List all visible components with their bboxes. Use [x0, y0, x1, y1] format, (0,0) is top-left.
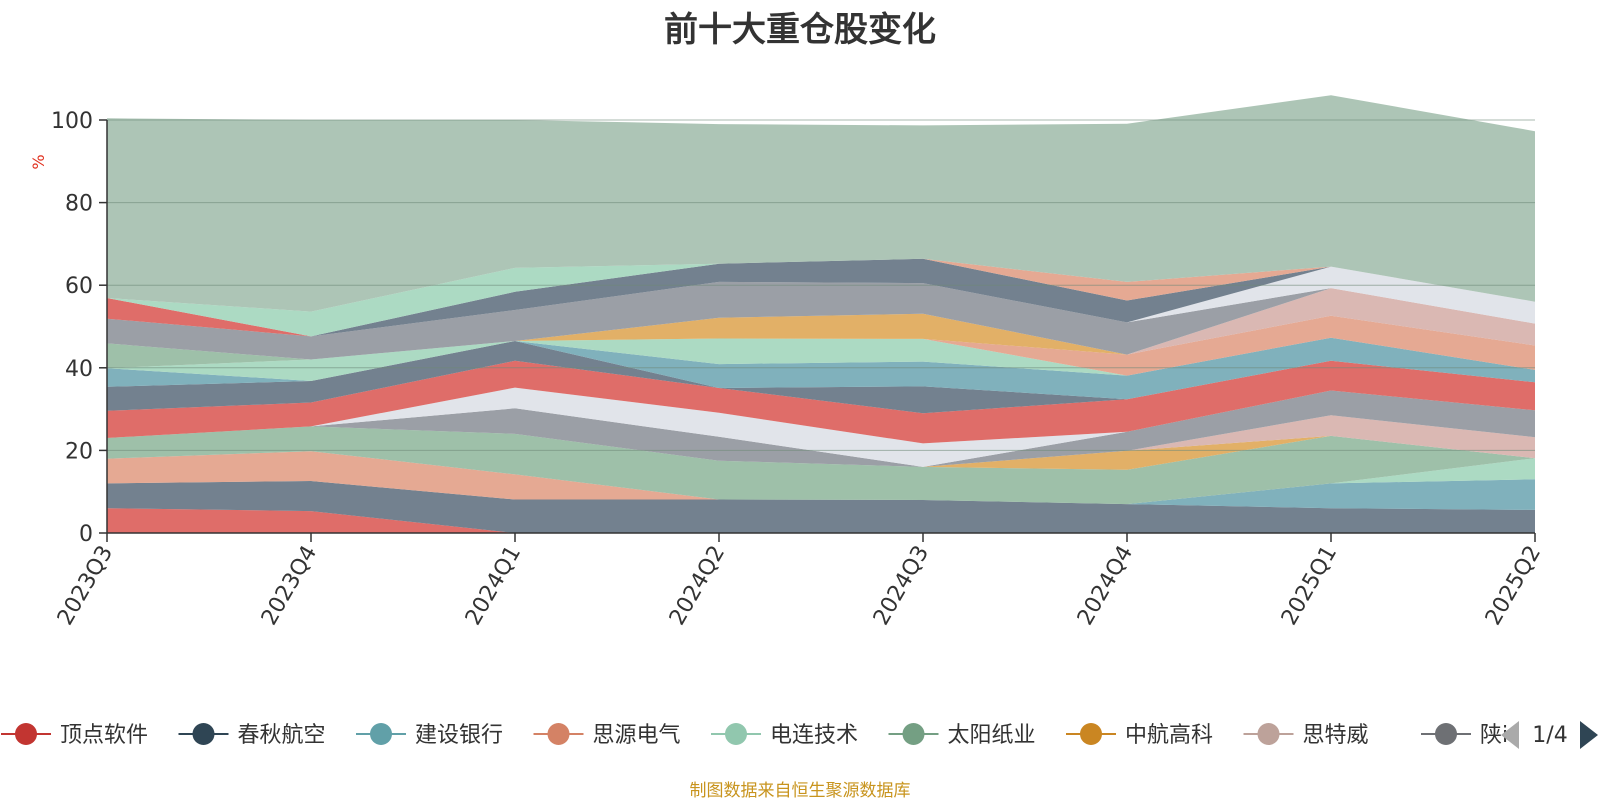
legend-label: 中航高科 — [1125, 723, 1213, 748]
legend-marker — [1257, 723, 1280, 745]
y-tick-label-0: 0 — [79, 522, 93, 547]
legend-marker — [547, 723, 570, 745]
legend-item-8[interactable]: 陕i — [1421, 723, 1508, 748]
y-tick-label-80: 80 — [65, 192, 93, 217]
grid-layer — [107, 119, 1535, 451]
area-series-22 — [107, 258, 1535, 337]
area-series-16 — [107, 313, 1535, 360]
area-series-0 — [107, 508, 1535, 533]
area-series-14 — [107, 315, 1535, 376]
area-series-3 — [107, 451, 1535, 505]
x-tick-label-2025Q2: 2025Q2 — [1481, 542, 1546, 630]
legend-item-3[interactable]: 思源电气 — [533, 723, 681, 748]
legend: 顶点软件 春秋航空 建设银行 思源电气 电连技术 太阳纸业 中航高科 思特威 陕i 1/4 — [1, 721, 1598, 749]
area-series-12 — [107, 337, 1535, 400]
area-series-18 — [107, 281, 1535, 360]
legend-marker — [1435, 723, 1457, 745]
area-series-8 — [107, 390, 1535, 467]
legend-page-indicator: 1/4 — [1532, 723, 1567, 748]
area-series-19 — [107, 266, 1535, 337]
area-series-11 — [107, 341, 1535, 414]
legend-item-7[interactable]: 思特威 — [1243, 723, 1369, 748]
y-axis-label: % — [29, 154, 48, 169]
legend-next-page-icon[interactable] — [1580, 721, 1598, 749]
legend-marker — [1080, 723, 1102, 745]
area-layer — [107, 95, 1535, 533]
x-tick-label-2023Q3: 2023Q3 — [53, 542, 118, 630]
legend-marker — [902, 723, 925, 745]
legend-marker — [15, 723, 37, 745]
y-tick-label-100: 100 — [51, 109, 93, 134]
area-series-2 — [107, 479, 1535, 510]
area-series-1 — [107, 481, 1535, 533]
legend-label: 春秋航空 — [238, 723, 326, 748]
legend-label: 思特威 — [1303, 723, 1369, 748]
area-series-20 — [107, 258, 1535, 337]
area-series-5 — [107, 426, 1535, 505]
legend-item-6[interactable]: 中航高科 — [1066, 723, 1213, 748]
legend-item-1[interactable]: 春秋航空 — [178, 723, 326, 748]
legend-item-4[interactable]: 电连技术 — [711, 723, 858, 748]
chart-title: 前十大重仓股变化 — [664, 10, 936, 50]
legend-label: 思源电气 — [593, 723, 681, 748]
y-tick-label-60: 60 — [65, 274, 93, 299]
area-series-13 — [107, 337, 1535, 381]
x-tick-label-2023Q4: 2023Q4 — [257, 542, 322, 630]
area-series-7 — [107, 415, 1535, 467]
area-series-9 — [107, 387, 1535, 467]
legend-item-0[interactable]: 顶点软件 — [1, 723, 148, 748]
legend-item-5[interactable]: 太阳纸业 — [888, 723, 1036, 748]
area-series-6 — [107, 426, 1535, 470]
area-series-10 — [107, 360, 1535, 444]
x-tick-label-2025Q1: 2025Q1 — [1277, 542, 1342, 630]
area-series-21 — [107, 258, 1535, 337]
legend-marker — [192, 723, 215, 745]
legend-marker — [370, 723, 392, 745]
legend-marker — [725, 723, 747, 745]
area-series-23 — [107, 258, 1535, 337]
y-tick-label-20: 20 — [65, 439, 93, 464]
x-tick-label-2024Q2: 2024Q2 — [665, 542, 730, 630]
x-tick-label-2024Q4: 2024Q4 — [1073, 542, 1138, 630]
legend-label: 建设银行 — [415, 723, 503, 748]
legend-label: 电连技术 — [770, 723, 858, 748]
legend-prev-page-icon[interactable] — [1501, 721, 1519, 749]
y-tick-label-40: 40 — [65, 357, 93, 382]
x-tick-label-2024Q3: 2024Q3 — [869, 542, 934, 630]
legend-label: 顶点软件 — [60, 723, 148, 748]
area-series-24 — [107, 95, 1535, 312]
x-tick-label-2024Q1: 2024Q1 — [461, 542, 526, 630]
footer-note: 制图数据来自恒生聚源数据库 — [689, 781, 911, 801]
legend-label: 太阳纸业 — [948, 723, 1036, 748]
legend-item-2[interactable]: 建设银行 — [356, 723, 503, 748]
area-series-17 — [107, 288, 1535, 360]
